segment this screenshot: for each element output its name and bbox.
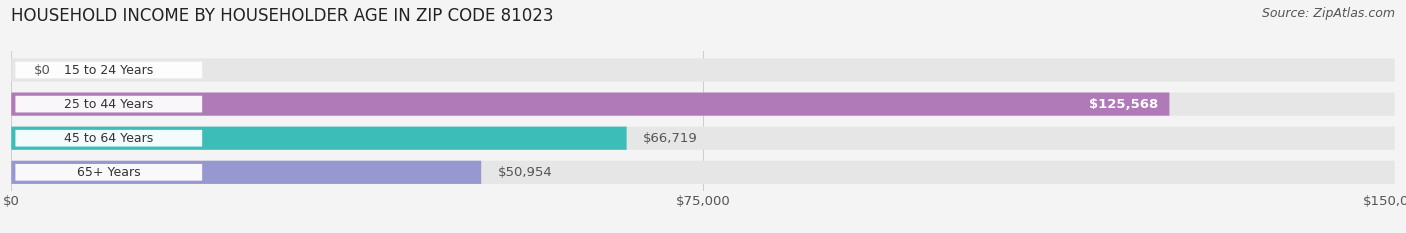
Text: 65+ Years: 65+ Years [77, 166, 141, 179]
Text: $50,954: $50,954 [498, 166, 553, 179]
Text: $0: $0 [34, 64, 51, 76]
FancyBboxPatch shape [11, 161, 1395, 184]
Text: 45 to 64 Years: 45 to 64 Years [65, 132, 153, 145]
Text: 25 to 44 Years: 25 to 44 Years [65, 98, 153, 111]
FancyBboxPatch shape [11, 127, 1395, 150]
FancyBboxPatch shape [15, 130, 202, 147]
Text: HOUSEHOLD INCOME BY HOUSEHOLDER AGE IN ZIP CODE 81023: HOUSEHOLD INCOME BY HOUSEHOLDER AGE IN Z… [11, 7, 554, 25]
FancyBboxPatch shape [15, 62, 202, 78]
Text: $66,719: $66,719 [643, 132, 697, 145]
FancyBboxPatch shape [11, 127, 627, 150]
FancyBboxPatch shape [11, 93, 1170, 116]
FancyBboxPatch shape [15, 164, 202, 181]
FancyBboxPatch shape [11, 161, 481, 184]
FancyBboxPatch shape [15, 96, 202, 113]
Text: Source: ZipAtlas.com: Source: ZipAtlas.com [1261, 7, 1395, 20]
Text: 15 to 24 Years: 15 to 24 Years [65, 64, 153, 76]
FancyBboxPatch shape [11, 58, 1395, 82]
FancyBboxPatch shape [11, 93, 1395, 116]
Text: $125,568: $125,568 [1090, 98, 1159, 111]
